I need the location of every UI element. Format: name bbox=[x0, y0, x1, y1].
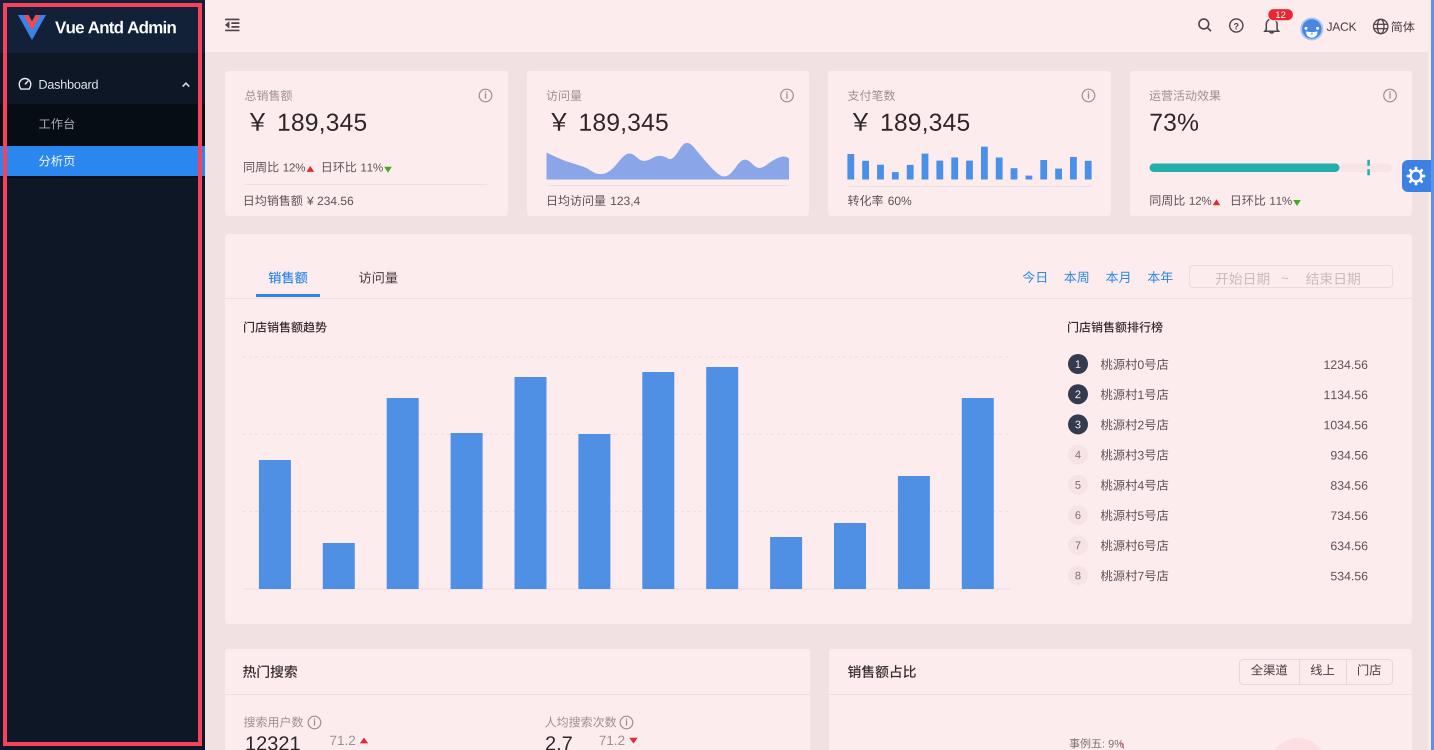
svg-text:?: ? bbox=[1234, 21, 1240, 31]
svg-text:12: 12 bbox=[1275, 10, 1286, 21]
